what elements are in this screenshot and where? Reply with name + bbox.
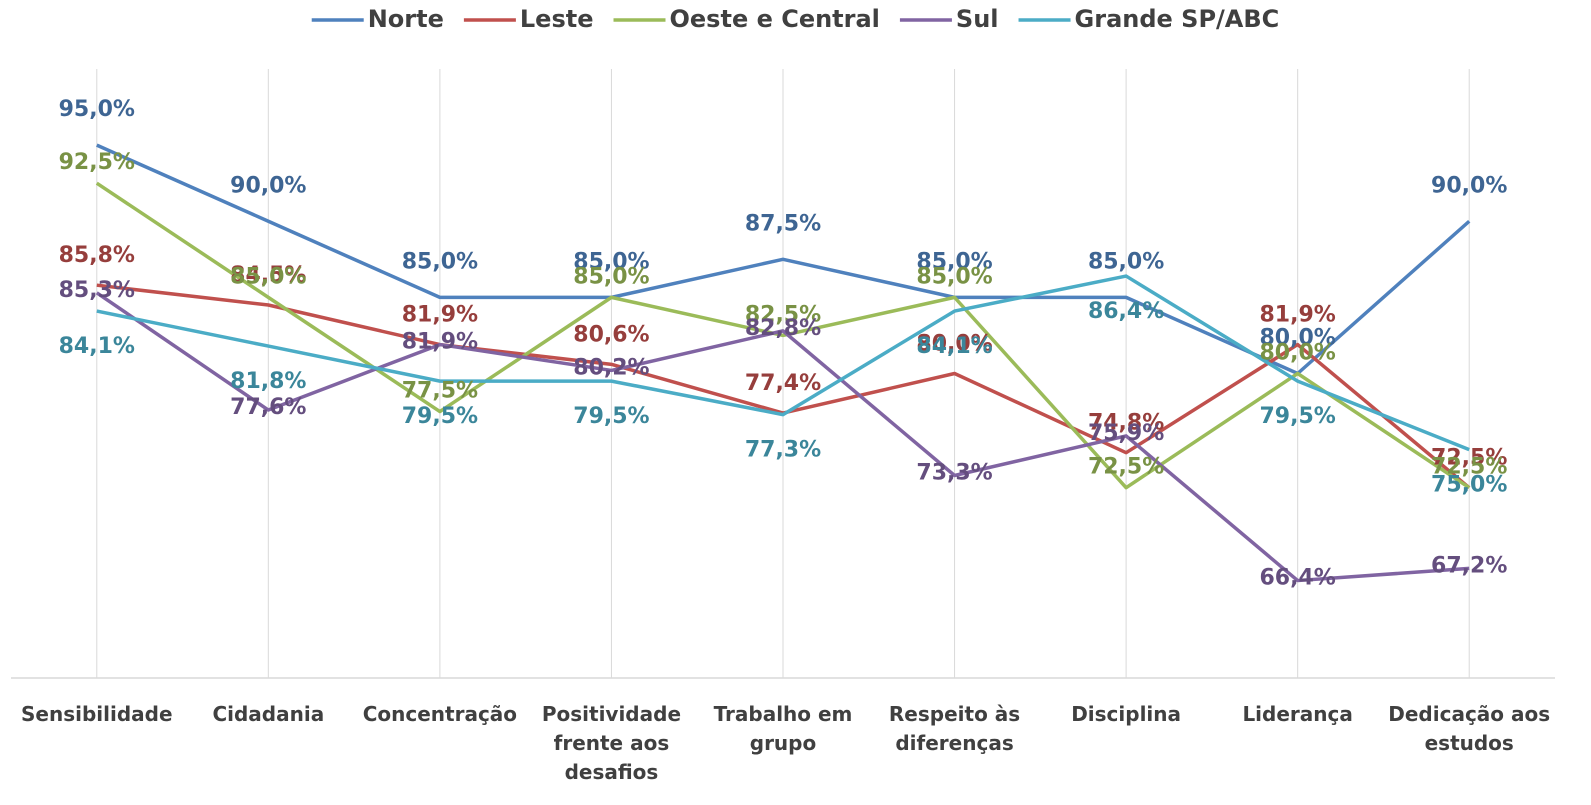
data-label: 85,8% — [59, 243, 135, 268]
x-tick-label: Concentração — [362, 702, 518, 726]
data-label: 95,0% — [59, 97, 135, 122]
legend-label: Sul — [956, 5, 999, 33]
data-label: 80,0% — [1260, 341, 1336, 366]
data-label: 85,0% — [402, 249, 478, 274]
x-tick-label: Disciplina — [1071, 702, 1182, 726]
data-label: 66,4% — [1260, 566, 1336, 591]
series-line — [96, 274, 1470, 452]
data-label: 90,0% — [230, 173, 306, 198]
data-label: 85,0% — [916, 264, 992, 289]
data-label: 80,0% — [916, 332, 992, 357]
data-label: 74,8% — [1088, 411, 1164, 436]
legend-label: Oeste e Central — [670, 5, 880, 33]
legend-label: Leste — [520, 5, 594, 33]
data-label: 75,0% — [1431, 473, 1507, 498]
data-label: 84,5% — [230, 263, 306, 288]
data-label: 82,5% — [745, 302, 821, 327]
x-tick-label: Positividade frente aos desafios — [541, 702, 682, 784]
legend-label: Grande SP/ABC — [1075, 5, 1280, 33]
data-label: 84,1% — [916, 334, 992, 359]
series-line — [95, 181, 1471, 490]
data-label: 85,3% — [59, 278, 135, 303]
data-label: 77,4% — [745, 371, 821, 396]
data-label: 72,5% — [1431, 446, 1507, 471]
x-tick-label: Liderança — [1242, 702, 1353, 726]
data-label: 80,6% — [573, 322, 649, 347]
data-label: 82,8% — [745, 316, 821, 341]
data-label: 81,9% — [402, 303, 478, 328]
data-label: 79,5% — [573, 404, 649, 429]
data-label: 79,5% — [1260, 404, 1336, 429]
data-label: 81,8% — [230, 369, 306, 394]
x-tick-label: Dedicação aos estudos — [1388, 702, 1551, 755]
data-label: 80,0% — [1260, 326, 1336, 351]
data-label: 77,6% — [230, 395, 306, 420]
data-label: 85,0% — [230, 264, 306, 289]
data-label: 90,0% — [1431, 173, 1507, 198]
data-label: 72,5% — [1088, 455, 1164, 480]
data-label: 79,5% — [402, 404, 478, 429]
series-line — [95, 291, 1470, 583]
x-tick-label: Trabalho em grupo — [713, 702, 853, 755]
x-tick-label: Sensibilidade — [20, 702, 173, 726]
x-tick-label: Cidadania — [212, 702, 325, 726]
data-label: 84,1% — [59, 334, 135, 359]
data-label: 80,2% — [573, 355, 649, 380]
x-tick-label: Respeito às diferenças — [888, 702, 1021, 755]
data-label: 92,5% — [59, 150, 135, 175]
data-label: 81,9% — [402, 330, 478, 355]
data-label: 77,5% — [402, 379, 478, 404]
data-label: 87,5% — [745, 211, 821, 236]
data-label: 86,4% — [1088, 299, 1164, 324]
data-label: 73,3% — [916, 461, 992, 486]
data-label: 85,0% — [916, 249, 992, 274]
legend-label: Norte — [368, 5, 444, 33]
data-label: 77,3% — [745, 438, 821, 463]
data-label: 81,9% — [1260, 303, 1336, 328]
data-label: 85,0% — [573, 264, 649, 289]
data-label: 72,5% — [1431, 455, 1507, 480]
data-label: 85,0% — [1088, 249, 1164, 274]
data-label: 85,0% — [573, 249, 649, 274]
data-label: 75,9% — [1088, 421, 1164, 446]
data-label: 67,2% — [1431, 553, 1507, 578]
